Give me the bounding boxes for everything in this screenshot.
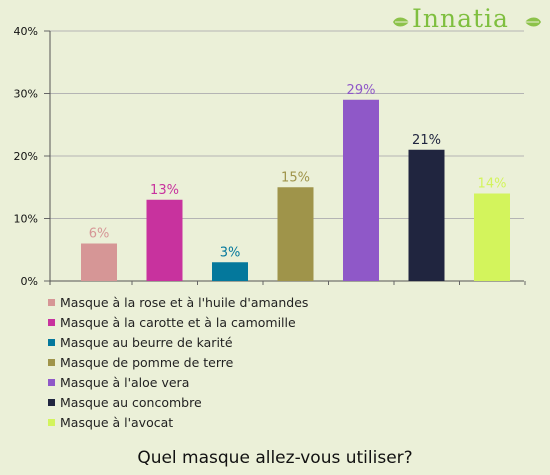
legend-item: Masque au concombre <box>48 392 308 412</box>
legend-label: Masque de pomme de terre <box>60 354 234 370</box>
legend-label: Masque au concombre <box>60 394 202 410</box>
y-tick-label: 30% <box>14 88 38 101</box>
chart-legend: Masque à la rose et à l'huile d'amandes M… <box>48 292 308 432</box>
legend-swatch <box>48 338 55 346</box>
legend-label: Masque à la rose et à l'huile d'amandes <box>60 294 309 310</box>
bar <box>343 99 379 281</box>
bar <box>277 187 314 281</box>
logo-text: Innatia <box>412 4 509 33</box>
legend-item: Masque à l'aloe vera <box>48 372 308 392</box>
bar-value-label: 29% <box>347 83 376 98</box>
y-tick-label: 20% <box>14 150 38 163</box>
bar <box>81 243 117 281</box>
bar <box>212 262 248 281</box>
innatia-logo: Innatia <box>392 4 542 40</box>
legend-swatch <box>48 298 55 306</box>
legend-item: Masque de pomme de terre <box>48 352 308 372</box>
legend-label: Masque à l'aloe vera <box>60 374 190 390</box>
legend-item: Masque au beurre de karité <box>48 332 308 352</box>
bar-value-label: 14% <box>478 177 507 192</box>
bar-value-label: 13% <box>150 183 179 198</box>
legend-item: Masque à la carotte et à la camomille <box>48 312 308 332</box>
bar <box>146 199 183 281</box>
legend-swatch <box>48 318 55 326</box>
bar-value-label: 6% <box>89 227 110 242</box>
legend-swatch <box>48 378 55 386</box>
leaf-left-icon <box>393 17 409 27</box>
y-tick-label: 10% <box>14 213 38 226</box>
legend-label: Masque à la carotte et à la camomille <box>60 314 296 330</box>
legend-swatch <box>48 418 55 426</box>
y-tick-label: 40% <box>14 25 38 38</box>
legend-swatch <box>48 358 55 366</box>
legend-label: Masque à l'avocat <box>60 414 174 430</box>
bar <box>474 193 510 281</box>
legend-item: Masque à la rose et à l'huile d'amandes <box>48 292 308 312</box>
y-tick-label: 0% <box>21 275 38 288</box>
legend-item: Masque à l'avocat <box>48 412 308 432</box>
bar-value-label: 15% <box>281 170 310 185</box>
leaf-right-icon <box>525 17 541 27</box>
bar-value-label: 3% <box>220 245 241 260</box>
bar <box>408 149 445 281</box>
legend-label: Masque au beurre de karité <box>60 334 233 350</box>
chart-title: Quel masque allez-vous utiliser? <box>137 448 413 468</box>
legend-swatch <box>48 398 55 406</box>
bar-value-label: 21% <box>412 133 441 148</box>
